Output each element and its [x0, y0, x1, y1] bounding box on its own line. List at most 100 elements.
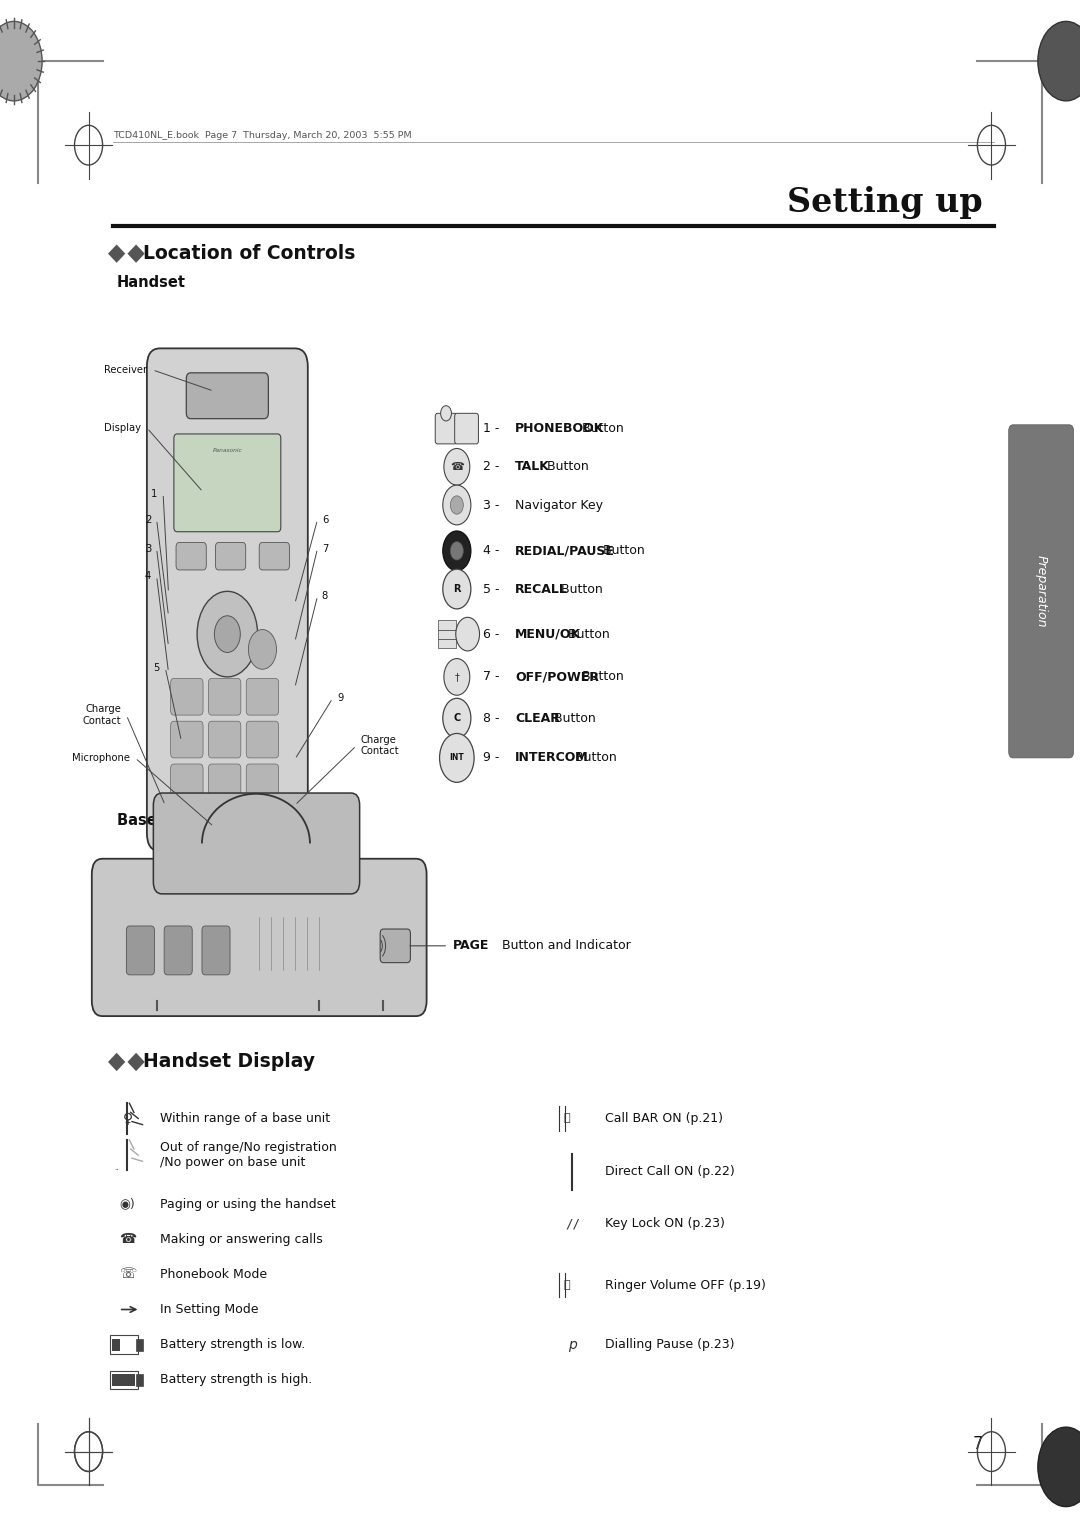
FancyBboxPatch shape: [208, 678, 241, 715]
Text: ⌶: ⌶: [564, 1114, 570, 1123]
Text: Button: Button: [557, 582, 603, 596]
Text: RECALL: RECALL: [515, 582, 568, 596]
FancyBboxPatch shape: [171, 764, 203, 801]
Text: Ringer Volume OFF (p.19): Ringer Volume OFF (p.19): [605, 1279, 766, 1291]
Text: R: R: [454, 584, 460, 594]
FancyBboxPatch shape: [1009, 425, 1074, 758]
Text: Base unit: Base unit: [117, 813, 194, 828]
Text: Panasonic: Panasonic: [213, 448, 242, 454]
Circle shape: [441, 405, 451, 420]
Text: In Setting Mode: In Setting Mode: [160, 1303, 258, 1316]
Text: ⌶: ⌶: [564, 1280, 570, 1290]
Text: TALK: TALK: [515, 460, 550, 474]
Text: 8 -: 8 -: [483, 712, 503, 724]
FancyBboxPatch shape: [171, 807, 203, 843]
Text: Button: Button: [571, 752, 617, 764]
FancyBboxPatch shape: [120, 1374, 127, 1386]
Text: ··: ··: [114, 1167, 119, 1174]
Text: ☎: ☎: [119, 1232, 136, 1247]
Circle shape: [450, 542, 463, 561]
Text: Button and Indicator: Button and Indicator: [498, 940, 631, 952]
Text: Receiver: Receiver: [104, 365, 147, 374]
Text: ☏: ☏: [119, 1267, 136, 1282]
Circle shape: [214, 616, 241, 652]
Text: Navigator Key: Navigator Key: [515, 498, 603, 512]
Text: Button: Button: [564, 628, 610, 640]
Text: p: p: [568, 1337, 577, 1352]
Text: C: C: [454, 714, 460, 723]
FancyBboxPatch shape: [136, 1374, 143, 1386]
Circle shape: [440, 733, 474, 782]
Text: INT: INT: [449, 753, 464, 762]
Text: Within range of a base unit: Within range of a base unit: [160, 1112, 330, 1125]
Text: Direct Call ON (p.22): Direct Call ON (p.22): [605, 1166, 734, 1178]
Text: Key Lock ON (p.23): Key Lock ON (p.23): [605, 1218, 725, 1230]
Text: Location of Controls: Location of Controls: [143, 244, 355, 263]
FancyBboxPatch shape: [164, 926, 192, 975]
Polygon shape: [127, 1053, 145, 1071]
Text: //: //: [565, 1218, 580, 1230]
FancyBboxPatch shape: [435, 413, 457, 443]
Text: Charge
Contact: Charge Contact: [361, 735, 400, 756]
Circle shape: [248, 630, 276, 669]
FancyBboxPatch shape: [147, 348, 308, 851]
Text: MENU/OK: MENU/OK: [515, 628, 581, 640]
Text: 7 -: 7 -: [483, 671, 503, 683]
Text: Button: Button: [579, 671, 624, 683]
FancyBboxPatch shape: [438, 630, 456, 639]
FancyBboxPatch shape: [112, 1339, 120, 1351]
FancyBboxPatch shape: [208, 721, 241, 758]
Text: 1 -: 1 -: [483, 422, 503, 435]
Text: 2 -: 2 -: [483, 460, 503, 474]
Text: ☎: ☎: [450, 461, 463, 472]
FancyBboxPatch shape: [110, 1371, 138, 1389]
FancyBboxPatch shape: [136, 1339, 143, 1351]
Polygon shape: [108, 244, 125, 263]
Text: Making or answering calls: Making or answering calls: [160, 1233, 323, 1245]
FancyBboxPatch shape: [176, 542, 206, 570]
Text: 5 -: 5 -: [483, 582, 503, 596]
FancyBboxPatch shape: [171, 678, 203, 715]
FancyBboxPatch shape: [171, 721, 203, 758]
Text: 6 -: 6 -: [483, 628, 503, 640]
FancyBboxPatch shape: [246, 764, 279, 801]
Text: Paging or using the handset: Paging or using the handset: [160, 1198, 336, 1210]
FancyBboxPatch shape: [208, 764, 241, 801]
Circle shape: [443, 530, 471, 571]
Text: 2: 2: [145, 515, 151, 524]
Text: CLEAR: CLEAR: [515, 712, 561, 724]
Circle shape: [444, 659, 470, 695]
Text: Handset Display: Handset Display: [143, 1053, 314, 1071]
Text: Battery strength is high.: Battery strength is high.: [160, 1374, 312, 1386]
Text: Button: Button: [599, 544, 645, 558]
Text: 4 -: 4 -: [483, 544, 503, 558]
Text: †: †: [455, 672, 459, 681]
Circle shape: [0, 21, 42, 101]
Text: Charge
Contact: Charge Contact: [82, 704, 121, 726]
Text: 1: 1: [151, 489, 158, 498]
Text: Battery strength is low.: Battery strength is low.: [160, 1339, 305, 1351]
Circle shape: [444, 449, 470, 486]
FancyBboxPatch shape: [186, 804, 207, 822]
Text: 6: 6: [322, 515, 328, 524]
Text: 7: 7: [972, 1435, 983, 1453]
Text: Microphone: Microphone: [71, 753, 130, 762]
Circle shape: [443, 486, 471, 526]
Circle shape: [197, 591, 257, 677]
FancyBboxPatch shape: [186, 373, 268, 419]
Polygon shape: [108, 1053, 125, 1071]
Text: OFF/POWER: OFF/POWER: [515, 671, 599, 683]
Text: 7: 7: [322, 544, 328, 553]
Text: 8: 8: [322, 591, 328, 601]
Text: Call BAR ON (p.21): Call BAR ON (p.21): [605, 1112, 723, 1125]
FancyBboxPatch shape: [208, 807, 241, 843]
FancyBboxPatch shape: [92, 859, 427, 1016]
Circle shape: [450, 495, 463, 513]
Text: REDIAL/PAUSE: REDIAL/PAUSE: [515, 544, 615, 558]
Text: Setting up: Setting up: [787, 186, 983, 220]
FancyBboxPatch shape: [246, 807, 279, 843]
Circle shape: [456, 617, 480, 651]
Circle shape: [1038, 21, 1080, 101]
Text: Display: Display: [105, 423, 141, 432]
Text: 3: 3: [145, 544, 151, 553]
